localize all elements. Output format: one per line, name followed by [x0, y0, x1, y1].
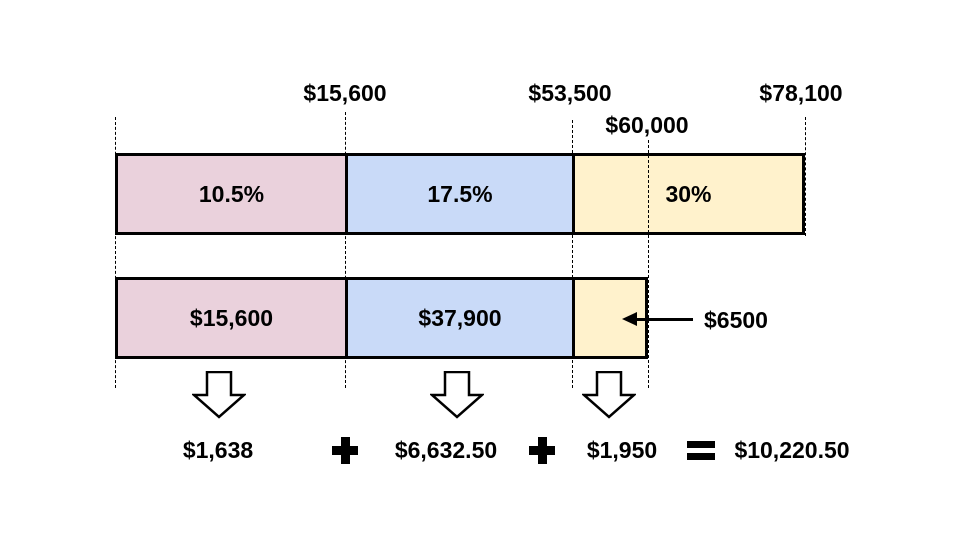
rate-bar: 10.5% 17.5% 30%: [115, 153, 805, 235]
rate-segment-label: 10.5%: [198, 180, 265, 207]
down-arrow-icon: [582, 371, 636, 419]
threshold-label-53500: $53,500: [528, 80, 612, 106]
down-arrow-icon: [430, 371, 484, 419]
income-label-60000: $60,000: [605, 112, 689, 138]
rate-segment-10-5: 10.5%: [118, 156, 345, 232]
rate-segment-30: 30%: [572, 156, 802, 232]
calc-term2: $6,632.50: [394, 437, 498, 463]
guide-line-60000: [648, 140, 649, 388]
rate-segment-17-5: 17.5%: [345, 156, 572, 232]
left-arrow-icon: [622, 312, 637, 326]
calc-term3: $1,950: [586, 437, 658, 463]
guide-line-78100: [805, 117, 806, 236]
calc-result: $10,220.50: [734, 437, 850, 463]
plus-icon: [529, 437, 555, 464]
amount-segment-label: $15,600: [189, 304, 274, 331]
threshold-label-15600: $15,600: [303, 80, 387, 106]
equals-icon: [687, 441, 715, 460]
down-arrow-icon: [192, 371, 246, 419]
plus-icon: [332, 437, 358, 464]
amount-segment-bracket1: $15,600: [118, 280, 345, 356]
amount-segment-label: $37,900: [418, 304, 502, 331]
callout-arrow-line: [635, 318, 693, 321]
guide-line-15600: [345, 112, 346, 388]
amount-bar: $15,600 $37,900: [115, 277, 648, 359]
calc-term1: $1,638: [182, 437, 254, 463]
guide-line-bracket1-start: [115, 117, 116, 388]
threshold-label-78100: $78,100: [759, 80, 843, 106]
callout-label-6500: $6500: [704, 307, 768, 333]
rate-segment-label: 30%: [665, 180, 712, 207]
guide-line-53500: [572, 120, 573, 388]
rate-segment-label: 17.5%: [427, 180, 493, 207]
amount-segment-bracket2: $37,900: [345, 280, 572, 356]
